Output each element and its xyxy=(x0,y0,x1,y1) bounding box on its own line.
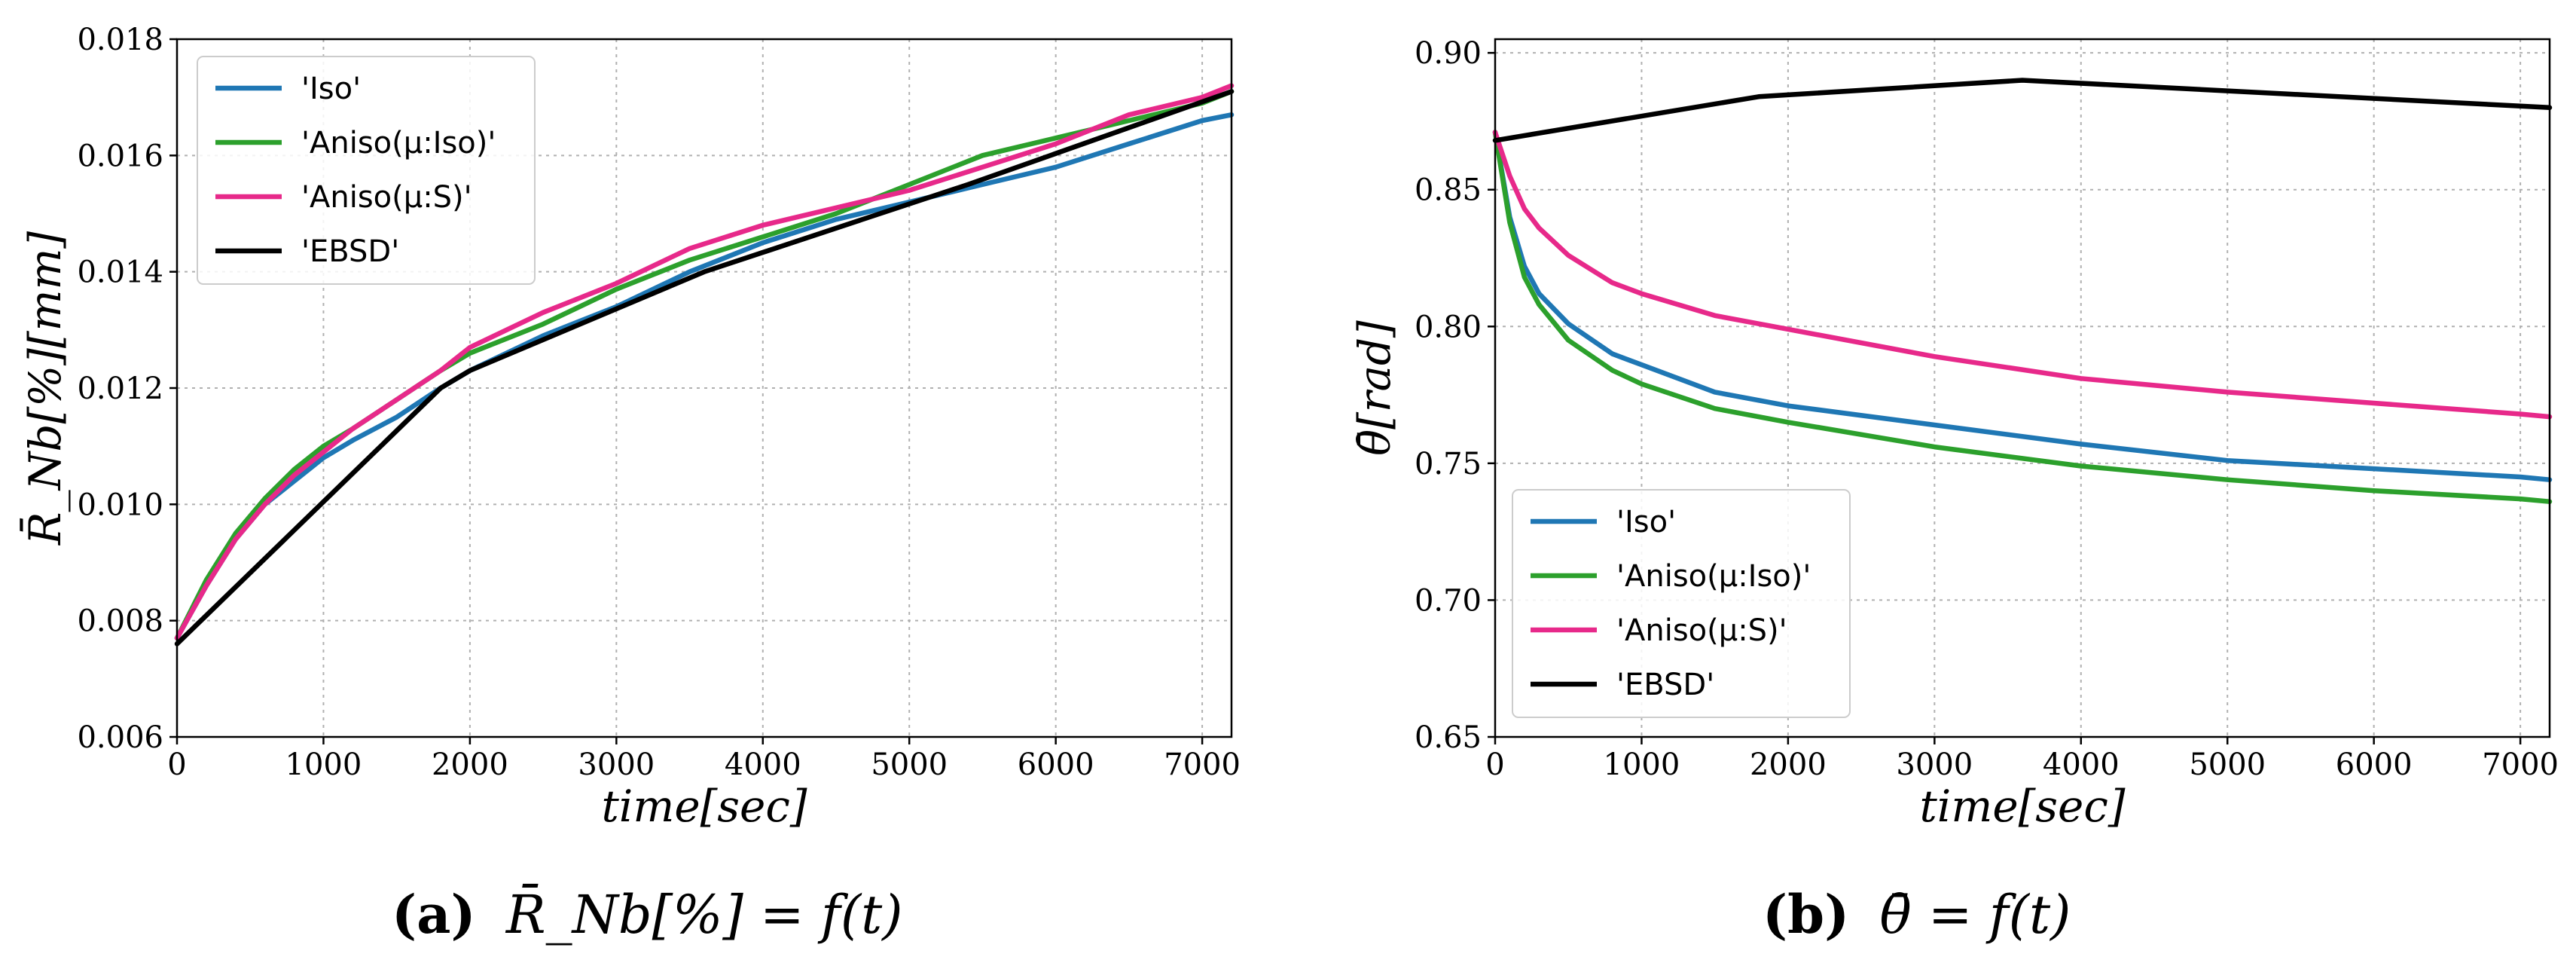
chart-b-legend-label-1: 'Aniso(μ:Iso)' xyxy=(1616,559,1811,594)
caption-a-formula: R̄_Nb[%] = f(t) xyxy=(505,883,903,946)
chart-b-legend: 'Iso' 'Aniso(μ:Iso)' 'Aniso(μ:S)' 'EBSD' xyxy=(1512,489,1851,718)
chart-a-legend-box xyxy=(197,56,536,285)
chart-a-legend-label-3: 'EBSD' xyxy=(301,234,399,269)
chart-a-ytick-label-4: 0.014 xyxy=(77,255,163,290)
chart-b-ytick-label-1: 0.70 xyxy=(1415,583,1482,618)
chart-a: 0 1000 2000 3000 4000 5000 6000 7000 0.006 0.008 0… xyxy=(19,23,1241,832)
chart-b-legend-label-2: 'Aniso(μ:S)' xyxy=(1616,613,1787,648)
chart-a-ylabel: R̄_Nb[%][mm] xyxy=(19,231,71,546)
chart-b-legend-label-3: 'EBSD' xyxy=(1616,668,1714,702)
chart-b-legend-label-0: 'Iso' xyxy=(1616,505,1676,540)
chart-a-xtick-label-4: 4000 xyxy=(725,747,801,782)
chart-b-ylabel: θ̄[rad] xyxy=(1349,320,1400,456)
chart-b-xtick-label-5: 5000 xyxy=(2189,747,2266,782)
chart-b-xtick-label-1: 1000 xyxy=(1604,747,1680,782)
chart-a-xtick-label-6: 6000 xyxy=(1018,747,1094,782)
chart-b-xtick-label-0: 0 xyxy=(1485,747,1504,782)
chart-a-ytick-label-2: 0.010 xyxy=(77,488,163,522)
chart-b-xlabel: time[sec] xyxy=(1919,781,2125,832)
caption-b-formula: θ̄ = f(t) xyxy=(1879,884,2071,946)
chart-b-xtick-label-7: 7000 xyxy=(2482,747,2559,782)
chart-a-ytick-label-3: 0.012 xyxy=(77,371,163,406)
chart-b-series-0 xyxy=(1492,130,2553,482)
chart-a-xtick-label-1: 1000 xyxy=(285,747,362,782)
chart-a-xtick-label-2: 2000 xyxy=(432,747,508,782)
chart-b-series-3 xyxy=(1492,78,2553,143)
chart-a-ytick-label-5: 0.016 xyxy=(77,139,163,173)
caption-a-label: (a) xyxy=(392,883,476,946)
caption-a: (a) R̄_Nb[%] = f(t) xyxy=(392,883,903,946)
chart-b: 0 1000 2000 3000 4000 5000 6000 7000 0.65 0.70 0.7… xyxy=(1349,36,2559,832)
chart-b-xtick-label-2: 2000 xyxy=(1750,747,1827,782)
chart-b-series-1 xyxy=(1492,130,2553,504)
chart-a-ytick-label-0: 0.006 xyxy=(77,720,163,755)
chart-b-ytick-label-0: 0.65 xyxy=(1415,720,1482,755)
chart-a-series-3 xyxy=(174,89,1235,647)
caption-b: (b) θ̄ = f(t) xyxy=(1763,883,2071,946)
chart-b-ytick-label-5: 0.90 xyxy=(1415,36,1482,71)
chart-a-legend-label-0: 'Iso' xyxy=(301,72,361,106)
chart-b-xtick-label-4: 4000 xyxy=(2043,747,2120,782)
chart-a-xtick-label-3: 3000 xyxy=(578,747,655,782)
chart-a-xtick-label-0: 0 xyxy=(167,747,186,782)
chart-b-series-2 xyxy=(1492,130,2553,420)
chart-b-frame xyxy=(1494,38,2551,738)
chart-a-legend-label-2: 'Aniso(μ:S)' xyxy=(301,180,472,215)
chart-a-series-2 xyxy=(174,83,1235,641)
caption-b-label: (b) xyxy=(1763,883,1849,946)
chart-a-ytick-label-6: 0.018 xyxy=(77,23,163,57)
chart-b-legend-box xyxy=(1512,489,1851,718)
chart-b-ytick-label-2: 0.75 xyxy=(1415,447,1482,481)
chart-b-ytick-label-4: 0.85 xyxy=(1415,173,1482,208)
chart-a-legend-label-1: 'Aniso(μ:Iso)' xyxy=(301,126,496,160)
chart-a-xtick-label-5: 5000 xyxy=(871,747,948,782)
chart-a-xtick-label-7: 7000 xyxy=(1164,747,1241,782)
chart-b-xtick-label-3: 3000 xyxy=(1896,747,1973,782)
chart-a-ytick-label-1: 0.008 xyxy=(77,604,163,639)
chart-b-xtick-label-6: 6000 xyxy=(2336,747,2413,782)
chart-b-ytick-label-3: 0.80 xyxy=(1415,310,1482,344)
chart-a-legend: 'Iso' 'Aniso(μ:Iso)' 'Aniso(μ:S)' 'EBSD' xyxy=(197,56,536,285)
chart-a-series-1 xyxy=(174,89,1235,641)
chart-a-xlabel: time[sec] xyxy=(601,781,807,832)
